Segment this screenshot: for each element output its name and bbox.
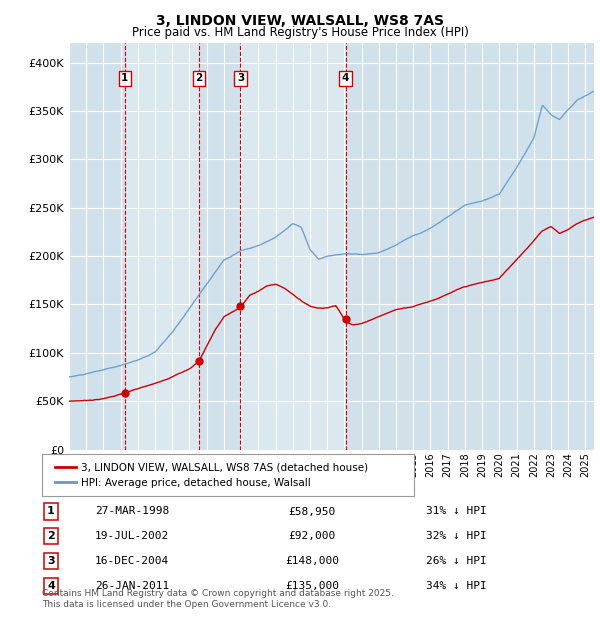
Text: 34% ↓ HPI: 34% ↓ HPI: [425, 581, 487, 591]
Text: 1: 1: [121, 73, 128, 83]
Text: 16-DEC-2004: 16-DEC-2004: [95, 556, 169, 566]
Text: £148,000: £148,000: [285, 556, 339, 566]
Text: 31% ↓ HPI: 31% ↓ HPI: [425, 507, 487, 516]
Text: Price paid vs. HM Land Registry's House Price Index (HPI): Price paid vs. HM Land Registry's House …: [131, 26, 469, 39]
Text: 19-JUL-2002: 19-JUL-2002: [95, 531, 169, 541]
Text: £92,000: £92,000: [289, 531, 335, 541]
Text: 3, LINDON VIEW, WALSALL, WS8 7AS: 3, LINDON VIEW, WALSALL, WS8 7AS: [156, 14, 444, 28]
Text: 32% ↓ HPI: 32% ↓ HPI: [425, 531, 487, 541]
Text: 26-JAN-2011: 26-JAN-2011: [95, 581, 169, 591]
Legend: 3, LINDON VIEW, WALSALL, WS8 7AS (detached house), HPI: Average price, detached : 3, LINDON VIEW, WALSALL, WS8 7AS (detach…: [51, 458, 373, 492]
Text: £58,950: £58,950: [289, 507, 335, 516]
Bar: [346, 43, 594, 450]
Text: 26% ↓ HPI: 26% ↓ HPI: [425, 556, 487, 566]
Text: 3: 3: [47, 556, 55, 566]
Text: 2: 2: [196, 73, 203, 83]
Text: 4: 4: [342, 73, 349, 83]
Text: 2: 2: [47, 531, 55, 541]
Text: 27-MAR-1998: 27-MAR-1998: [95, 507, 169, 516]
Text: Contains HM Land Registry data © Crown copyright and database right 2025.
This d: Contains HM Land Registry data © Crown c…: [42, 590, 394, 609]
Text: 4: 4: [47, 581, 55, 591]
Text: £135,000: £135,000: [285, 581, 339, 591]
Bar: [199, 43, 241, 450]
Bar: [69, 43, 125, 450]
Text: 1: 1: [47, 507, 55, 516]
Text: 3: 3: [237, 73, 244, 83]
